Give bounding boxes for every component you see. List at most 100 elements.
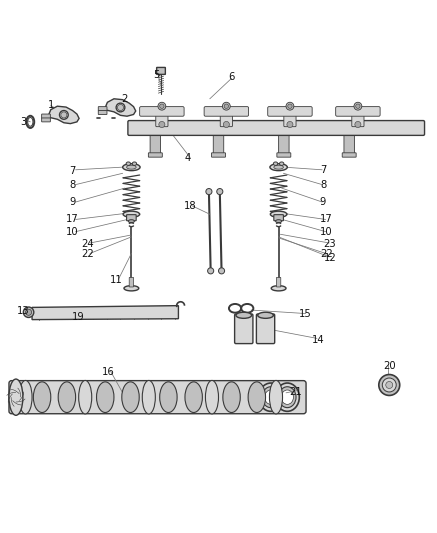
Circle shape	[61, 112, 67, 118]
Text: 2: 2	[121, 94, 128, 104]
Ellipse shape	[122, 382, 139, 413]
Circle shape	[118, 104, 124, 110]
FancyBboxPatch shape	[352, 108, 364, 127]
Ellipse shape	[19, 381, 32, 414]
Ellipse shape	[127, 165, 136, 169]
Ellipse shape	[142, 381, 155, 414]
Circle shape	[217, 189, 223, 195]
Text: 10: 10	[320, 227, 333, 237]
Ellipse shape	[185, 382, 202, 413]
FancyBboxPatch shape	[9, 381, 306, 414]
Circle shape	[354, 102, 362, 110]
Ellipse shape	[160, 382, 177, 413]
Circle shape	[222, 102, 230, 110]
Ellipse shape	[275, 383, 299, 411]
Ellipse shape	[279, 387, 296, 408]
Ellipse shape	[123, 164, 140, 171]
FancyBboxPatch shape	[220, 108, 232, 127]
Circle shape	[379, 375, 400, 395]
Ellipse shape	[223, 382, 240, 413]
FancyBboxPatch shape	[257, 314, 275, 344]
Circle shape	[116, 103, 125, 112]
FancyBboxPatch shape	[129, 277, 134, 287]
Ellipse shape	[58, 382, 76, 413]
Ellipse shape	[33, 382, 51, 413]
Ellipse shape	[9, 379, 23, 415]
FancyBboxPatch shape	[42, 118, 50, 122]
Text: 10: 10	[66, 227, 79, 237]
Text: 12: 12	[324, 253, 336, 263]
Polygon shape	[49, 106, 79, 124]
Ellipse shape	[236, 312, 252, 318]
Circle shape	[288, 104, 292, 108]
FancyBboxPatch shape	[279, 133, 289, 156]
Ellipse shape	[128, 220, 135, 223]
Ellipse shape	[274, 162, 278, 165]
Circle shape	[208, 268, 214, 274]
Text: 23: 23	[324, 239, 336, 249]
Circle shape	[25, 309, 31, 316]
Ellipse shape	[270, 164, 287, 171]
Circle shape	[159, 122, 165, 127]
Circle shape	[158, 102, 166, 110]
FancyBboxPatch shape	[284, 108, 296, 127]
Circle shape	[23, 307, 34, 318]
Text: 22: 22	[81, 249, 94, 259]
Ellipse shape	[276, 220, 282, 223]
Text: 5: 5	[153, 70, 160, 80]
FancyBboxPatch shape	[212, 153, 225, 157]
Circle shape	[286, 102, 294, 110]
FancyBboxPatch shape	[42, 114, 50, 118]
Text: 11: 11	[110, 276, 122, 286]
Text: 21: 21	[290, 387, 302, 397]
Text: 17: 17	[66, 214, 79, 224]
Ellipse shape	[281, 390, 293, 405]
FancyBboxPatch shape	[213, 133, 224, 156]
FancyBboxPatch shape	[204, 107, 249, 116]
FancyBboxPatch shape	[336, 107, 380, 116]
Circle shape	[206, 189, 212, 195]
Polygon shape	[32, 305, 178, 320]
Ellipse shape	[271, 211, 287, 217]
Polygon shape	[105, 99, 136, 116]
FancyBboxPatch shape	[235, 314, 253, 344]
Text: 22: 22	[320, 249, 333, 259]
Ellipse shape	[259, 383, 283, 411]
Circle shape	[223, 122, 229, 127]
Text: 19: 19	[72, 312, 85, 321]
Ellipse shape	[270, 381, 283, 414]
Circle shape	[356, 104, 360, 108]
Ellipse shape	[79, 381, 92, 414]
Ellipse shape	[123, 211, 140, 217]
Text: 13: 13	[17, 306, 30, 316]
FancyBboxPatch shape	[98, 107, 107, 111]
Ellipse shape	[132, 162, 137, 165]
FancyBboxPatch shape	[277, 277, 281, 287]
Circle shape	[160, 104, 164, 108]
FancyBboxPatch shape	[342, 153, 356, 157]
Ellipse shape	[97, 382, 114, 413]
FancyBboxPatch shape	[156, 108, 168, 127]
Text: 24: 24	[82, 239, 94, 249]
Ellipse shape	[124, 286, 139, 291]
Ellipse shape	[205, 381, 218, 414]
FancyBboxPatch shape	[128, 120, 424, 135]
FancyBboxPatch shape	[344, 133, 354, 156]
Ellipse shape	[271, 286, 286, 291]
Text: 6: 6	[229, 72, 235, 82]
Text: 14: 14	[312, 335, 324, 345]
Text: 3: 3	[20, 117, 27, 127]
Text: 18: 18	[184, 201, 197, 212]
Ellipse shape	[262, 387, 280, 408]
Text: 8: 8	[69, 180, 76, 190]
Circle shape	[224, 104, 229, 108]
Ellipse shape	[126, 162, 131, 165]
FancyBboxPatch shape	[149, 153, 162, 157]
FancyBboxPatch shape	[150, 133, 160, 156]
Circle shape	[386, 382, 393, 389]
Text: 16: 16	[102, 367, 115, 377]
Text: 17: 17	[320, 214, 333, 224]
FancyBboxPatch shape	[277, 153, 291, 157]
Ellipse shape	[265, 390, 277, 405]
Ellipse shape	[258, 312, 274, 318]
